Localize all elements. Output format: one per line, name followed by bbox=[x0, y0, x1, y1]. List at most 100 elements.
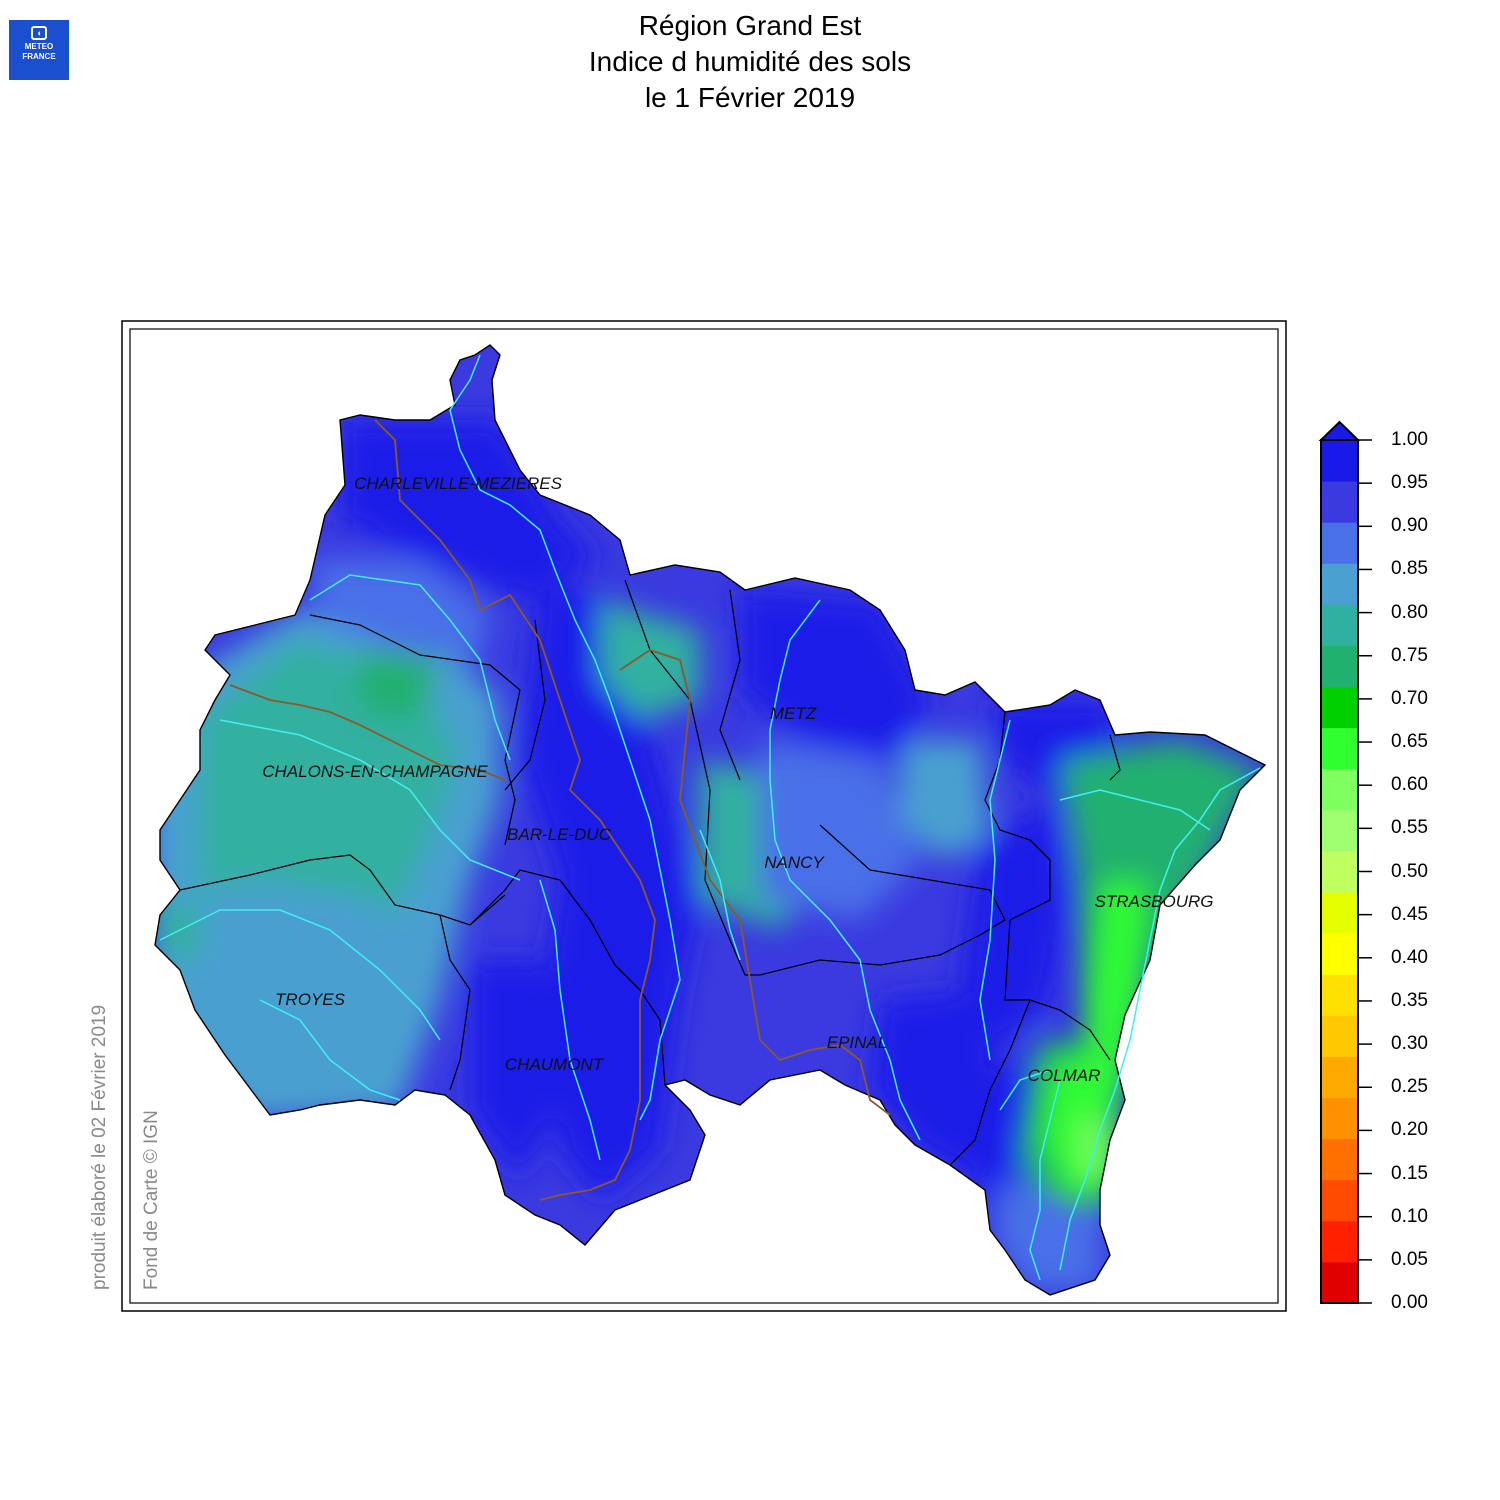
river-aisne bbox=[309, 574, 511, 761]
meteo-france-emblem-icon: ◖ bbox=[31, 26, 47, 40]
city-label-colmar: COLMAR bbox=[1027, 1066, 1101, 1085]
city-label-nancy: NANCY bbox=[764, 853, 824, 872]
river-aube bbox=[259, 999, 401, 1101]
title-indicator: Indice d humidité des sols bbox=[588, 46, 912, 77]
title-region: Région Grand Est bbox=[638, 10, 862, 41]
zone-green-teal-champagne bbox=[360, 650, 440, 720]
scale-cell bbox=[1321, 1015, 1358, 1057]
scale-cell bbox=[1321, 563, 1358, 605]
boundary-north-alsace bbox=[1109, 734, 1121, 781]
meteo-france-logo: ◖ METEO FRANCE bbox=[9, 20, 69, 80]
brown-line-champagne bbox=[229, 684, 506, 781]
scale-label: 0.50 bbox=[1391, 860, 1428, 882]
logo-text-line1: METEO bbox=[24, 42, 54, 51]
moisture-field bbox=[155, 345, 1265, 1295]
scale-cell bbox=[1321, 1179, 1358, 1222]
scale-cell bbox=[1321, 1138, 1358, 1181]
river-colmar-west bbox=[999, 1069, 1051, 1111]
scale-label: 0.60 bbox=[1391, 774, 1428, 796]
boundary-meuse-moselle bbox=[719, 589, 741, 781]
zone-teal-champagne bbox=[200, 640, 460, 960]
zone-moist-nancy bbox=[760, 740, 920, 920]
city-label-chaumont: CHAUMONT bbox=[504, 1055, 604, 1074]
scale-cell bbox=[1321, 850, 1358, 893]
boundary-ardennes-marne bbox=[309, 614, 521, 846]
zone-very-wet-vosges-north bbox=[960, 800, 1070, 1050]
scale-ticks bbox=[1358, 439, 1372, 1304]
scale-label: 0.65 bbox=[1391, 731, 1428, 753]
title-date: le 1 Février 2019 bbox=[644, 82, 856, 113]
scale-cell bbox=[1321, 645, 1358, 688]
scale-label: 0.25 bbox=[1391, 1076, 1428, 1098]
boundary-meuse-mm bbox=[624, 579, 760, 976]
scale-cell bbox=[1321, 727, 1358, 770]
river-seine bbox=[159, 909, 441, 1041]
boundary-mm-moselle bbox=[819, 824, 1006, 921]
scale-cell bbox=[1321, 604, 1358, 646]
city-label-epinal: EPINAL bbox=[826, 1033, 888, 1052]
scale-cell bbox=[1321, 686, 1358, 729]
scale-label: 0.85 bbox=[1391, 558, 1428, 580]
zone-very-wet-chaumont bbox=[470, 960, 560, 1180]
city-label-charleville-mezieres: CHARLEVILLE-MEZIERES bbox=[354, 474, 562, 493]
scale-label: 0.10 bbox=[1391, 1205, 1428, 1227]
river-meurthe bbox=[699, 829, 741, 961]
scale-cell bbox=[1321, 440, 1358, 482]
scale-cell bbox=[1321, 1220, 1358, 1263]
city-label-chalons-en-champagne: CHALONS-EN-CHAMPAGNE bbox=[262, 762, 488, 781]
city-label-bar-le-duc: BAR-LE-DUC bbox=[507, 825, 611, 844]
zone-moist-sundgau bbox=[995, 1180, 1100, 1290]
plot-frame-outer bbox=[121, 320, 1287, 1312]
river-marne bbox=[219, 719, 521, 881]
scale-label: 0.40 bbox=[1391, 946, 1428, 968]
scale-cell bbox=[1321, 974, 1358, 1016]
color-scale bbox=[1318, 420, 1372, 1304]
scale-label: 0.70 bbox=[1391, 687, 1428, 709]
zone-medium-troyes bbox=[160, 880, 420, 1060]
scale-cell bbox=[1321, 522, 1358, 564]
scale-label: 0.15 bbox=[1391, 1162, 1428, 1184]
historical-boundaries bbox=[229, 419, 891, 1201]
department-boundaries bbox=[179, 579, 1121, 1166]
city-label-strasbourg: STRASBOURG bbox=[1094, 892, 1214, 911]
scale-cell bbox=[1321, 892, 1358, 934]
zone-light-green-colmar bbox=[1080, 1120, 1110, 1180]
brown-line-lorraine bbox=[619, 649, 891, 1116]
scale-cell bbox=[1321, 1261, 1358, 1304]
scale-cell bbox=[1321, 933, 1358, 975]
scale-label: 0.90 bbox=[1391, 515, 1428, 537]
scale-label: 0.75 bbox=[1391, 644, 1428, 666]
river-ill bbox=[1029, 1079, 1061, 1281]
scale-label: 0.95 bbox=[1391, 472, 1428, 494]
city-label-troyes: TROYES bbox=[275, 990, 345, 1009]
zone-medium-metz-east bbox=[900, 740, 990, 860]
boundary-aube-hautemarne bbox=[439, 914, 471, 1091]
zone-teal-southwest bbox=[155, 900, 200, 960]
scale-label: 1.00 bbox=[1391, 429, 1428, 450]
plot-frame-inner bbox=[129, 328, 1279, 1304]
scale-label: 0.00 bbox=[1391, 1292, 1428, 1313]
scale-cell bbox=[1321, 481, 1358, 523]
river-meuse bbox=[449, 354, 681, 1121]
city-label-metz: METZ bbox=[769, 704, 817, 723]
scale-cell bbox=[1321, 768, 1358, 811]
river-alsace-north bbox=[1059, 789, 1211, 831]
zone-very-wet-north bbox=[340, 420, 600, 600]
brown-line-west bbox=[374, 419, 656, 1201]
scale-cell bbox=[1321, 1097, 1358, 1140]
scale-label: 0.80 bbox=[1391, 601, 1428, 623]
river-haute-marne bbox=[539, 879, 601, 1161]
boundary-marne-aube bbox=[179, 854, 506, 926]
boundary-mm-vosges bbox=[759, 919, 1006, 976]
scale-label: 0.35 bbox=[1391, 989, 1428, 1011]
zone-very-wet-metz bbox=[740, 590, 930, 760]
production-date-note: produit élaboré le 02 Février 2019 bbox=[89, 1004, 110, 1290]
zone-moist-ardennes bbox=[310, 560, 490, 660]
scale-label: 0.55 bbox=[1391, 817, 1428, 839]
scale-label: 0.20 bbox=[1391, 1119, 1428, 1141]
boundary-meuse-hautemarne bbox=[469, 869, 666, 1086]
map-title-block: Région Grand Est Indice d humidité des s… bbox=[0, 8, 1500, 116]
river-moselle bbox=[769, 599, 921, 1141]
scale-label: 0.05 bbox=[1391, 1248, 1428, 1270]
